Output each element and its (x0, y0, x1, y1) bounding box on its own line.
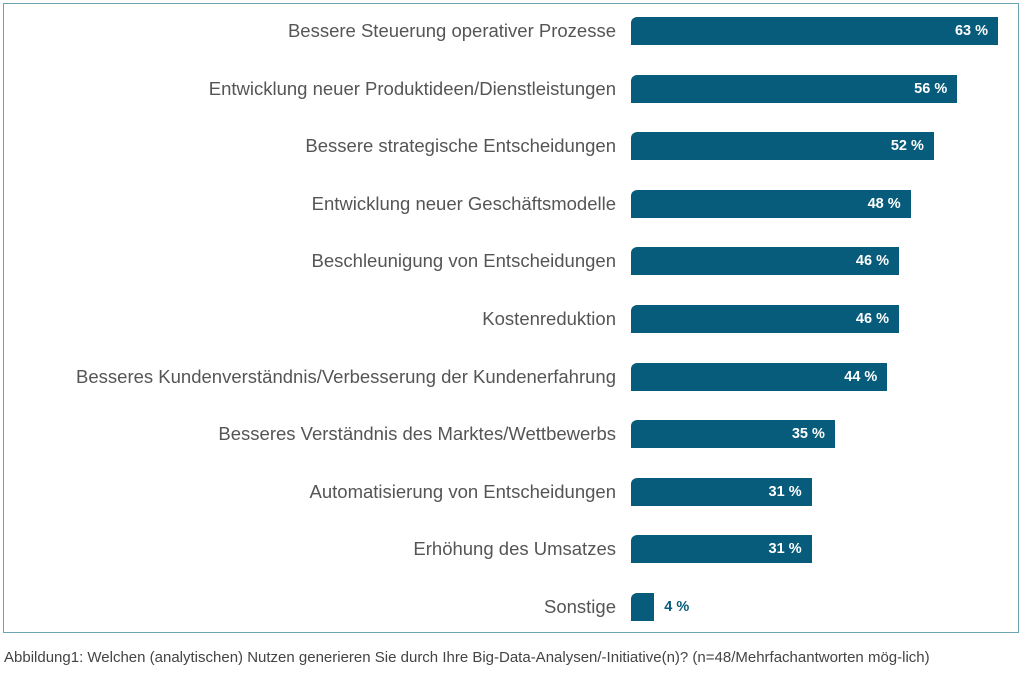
category-label: Erhöhung des Umsatzes (413, 538, 616, 560)
category-label: Besseres Verständnis des Marktes/Wettbew… (218, 423, 616, 445)
bar (631, 247, 899, 276)
bar (631, 477, 812, 506)
category-label: Bessere strategische Entscheidungen (305, 135, 616, 157)
bar (631, 593, 655, 621)
value-label: 44 % (844, 368, 878, 385)
value-label: 52 % (890, 138, 924, 155)
category-label: Kostenreduktion (482, 308, 616, 329)
value-label: 31 % (768, 541, 802, 558)
bar (631, 132, 934, 161)
value-label: 48 % (867, 195, 901, 212)
value-label: 63 % (954, 23, 988, 39)
bar (631, 17, 998, 45)
bar (631, 535, 812, 564)
value-label: 31 % (768, 483, 802, 500)
category-label: Automatisierung von Entscheidungen (309, 480, 616, 502)
category-label: Sonstige (544, 596, 616, 617)
value-label: 4 % (664, 599, 690, 615)
bar (631, 420, 835, 449)
bar (631, 189, 911, 218)
bar (631, 362, 888, 391)
category-label: Bessere Steuerung operativer Prozesse (287, 20, 616, 41)
category-label: Besseres Kundenverständnis/Verbesserung … (76, 365, 616, 387)
chart-frame (3, 3, 1019, 633)
value-label: 46 % (855, 253, 889, 270)
bar (631, 74, 958, 103)
value-label: 46 % (855, 311, 889, 327)
figure-caption: Abbildung1: Welchen (analytischen) Nutze… (4, 649, 930, 666)
value-label: 35 % (791, 426, 825, 443)
bar (631, 305, 899, 333)
category-label: Entwicklung neuer Geschäftsmodelle (311, 192, 616, 214)
value-label: 56 % (914, 80, 948, 97)
category-label: Beschleunigung von Entscheidungen (311, 250, 616, 272)
category-label: Entwicklung neuer Produktideen/Dienstlei… (208, 77, 616, 99)
